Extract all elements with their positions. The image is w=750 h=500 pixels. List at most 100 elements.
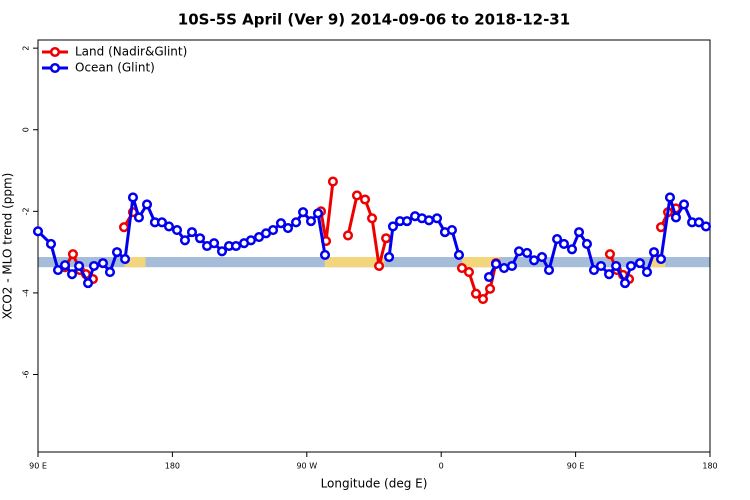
point <box>463 267 475 278</box>
point <box>552 234 563 245</box>
point <box>595 260 607 272</box>
point <box>490 258 502 269</box>
point <box>104 267 116 278</box>
point <box>522 247 533 258</box>
point <box>156 217 167 228</box>
point <box>529 255 540 266</box>
point <box>625 260 637 272</box>
point <box>670 212 682 223</box>
legend-marker <box>49 62 61 74</box>
point <box>319 249 331 261</box>
point <box>483 271 495 283</box>
point <box>82 278 94 289</box>
point <box>384 251 395 263</box>
point <box>351 190 363 201</box>
legend-label: Land (Nadir&Glint) <box>75 45 187 59</box>
point <box>700 221 712 232</box>
point <box>566 244 578 255</box>
point <box>664 192 676 203</box>
legend-label: Ocean (Glint) <box>75 61 155 75</box>
point <box>536 251 548 263</box>
point <box>194 233 206 244</box>
point <box>230 240 242 252</box>
chart-title: 10S-5S April (Ver 9) 2014-09-06 to 2018-… <box>178 11 570 29</box>
band-highlight <box>462 257 500 268</box>
point <box>470 288 482 299</box>
point <box>120 254 131 265</box>
point <box>216 246 228 257</box>
point <box>141 199 153 210</box>
x-tick-label: 90 E <box>567 462 585 471</box>
x-tick-label: 180 <box>702 462 717 471</box>
point <box>367 213 378 224</box>
point <box>282 223 294 234</box>
point <box>484 283 496 294</box>
point <box>118 222 130 233</box>
point <box>268 225 279 236</box>
point <box>275 218 287 229</box>
point <box>558 238 570 250</box>
point <box>477 293 489 305</box>
point <box>634 258 646 269</box>
point <box>298 207 309 218</box>
point <box>88 260 100 272</box>
point <box>342 230 354 241</box>
point <box>693 217 704 228</box>
point <box>305 216 317 227</box>
y-tick-label: 0 <box>22 127 31 132</box>
point <box>127 192 139 203</box>
point <box>290 217 302 228</box>
point <box>499 262 510 274</box>
point <box>678 199 690 210</box>
point <box>59 260 71 271</box>
point <box>245 235 256 246</box>
point <box>431 213 443 224</box>
point <box>74 260 85 272</box>
point <box>133 212 144 223</box>
point <box>581 238 592 250</box>
point <box>513 246 525 257</box>
point <box>171 225 183 236</box>
x-tick-label: 180 <box>165 462 180 471</box>
point <box>381 233 392 244</box>
point <box>641 267 653 278</box>
point <box>66 269 78 280</box>
point <box>456 262 468 274</box>
point <box>163 221 175 232</box>
point <box>45 238 57 250</box>
point <box>588 265 600 276</box>
point <box>655 254 667 265</box>
point <box>52 265 64 276</box>
point <box>543 265 555 276</box>
point <box>453 249 465 261</box>
point <box>446 225 458 236</box>
point <box>67 249 78 260</box>
x-tick-label: 90 W <box>296 462 317 471</box>
point <box>423 215 435 226</box>
y-tick-label: -4 <box>22 289 31 297</box>
plot-frame <box>37 39 711 453</box>
point <box>604 269 615 280</box>
point <box>312 208 324 219</box>
point <box>655 222 667 233</box>
point <box>179 235 190 246</box>
point <box>374 260 385 272</box>
point <box>648 247 660 258</box>
point <box>186 227 198 238</box>
point <box>619 278 631 289</box>
x-tick-label: 90 E <box>29 462 47 471</box>
point <box>32 226 44 237</box>
point <box>604 249 615 260</box>
point <box>209 238 220 249</box>
point <box>573 227 585 238</box>
y-tick-label: -2 <box>22 207 31 215</box>
band-highlight <box>124 257 146 268</box>
legend-marker <box>49 46 61 58</box>
point <box>506 260 518 272</box>
point <box>97 258 109 269</box>
y-axis-label: XCO2 - MLO trend (ppm) <box>1 173 15 320</box>
point <box>611 260 622 272</box>
y-tick-label: 2 <box>22 46 31 51</box>
y-tick-label: -6 <box>22 371 31 379</box>
point <box>359 194 371 205</box>
